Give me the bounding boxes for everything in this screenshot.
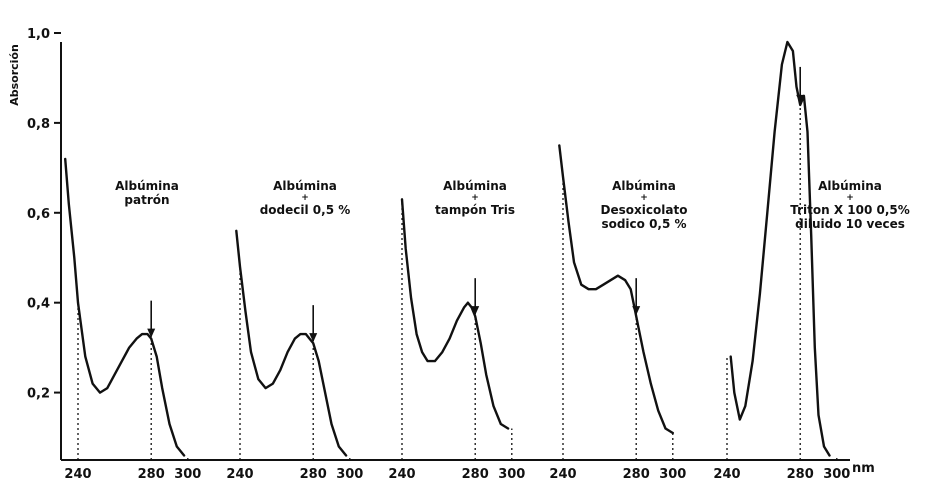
x-tick-label: 240 xyxy=(226,467,253,482)
y-axis-label: Absorción xyxy=(8,44,21,106)
y-tick-label: 1,0 xyxy=(27,27,50,42)
x-tick-label: 240 xyxy=(64,467,91,482)
x-tick-label: 280 xyxy=(300,467,327,482)
x-tick-label: 280 xyxy=(787,467,814,482)
x-tick-label: 280 xyxy=(623,467,650,482)
panel-label-line: sodico 0,5 % xyxy=(601,217,686,231)
panel-label-line: dodecil 0,5 % xyxy=(260,203,351,217)
x-tick-label: 240 xyxy=(388,467,415,482)
panel-2: 240 280 300 Albúmina+dodecil 0,5 % xyxy=(226,179,363,482)
absorption-curve xyxy=(64,157,186,457)
absorption-curve xyxy=(400,198,510,430)
panel-label-line: + xyxy=(301,193,309,203)
panel-5: 240 280 300 Albúmina+Triton X 100 0,5%dilui… xyxy=(713,40,910,482)
panel-label-line: Albúmina xyxy=(273,179,337,193)
panel-3: 240 280 300 Albúmina+tampón Tris xyxy=(388,179,525,482)
panel-label-line: patrón xyxy=(124,193,169,207)
y-tick-label: 0,6 xyxy=(27,207,50,222)
absorption-curve xyxy=(558,144,674,435)
panel-label-line: Triton X 100 0,5% xyxy=(790,203,910,217)
x-tick-label: 280 xyxy=(462,467,489,482)
absorption-curve xyxy=(729,40,831,457)
panel-label-line: diluido 10 veces xyxy=(795,217,905,231)
x-tick-label: 300 xyxy=(498,467,525,482)
y-tick-label: 0,8 xyxy=(27,117,50,132)
panel-label-line: tampón Tris xyxy=(435,203,515,217)
y-tick-label: 0,4 xyxy=(27,297,50,312)
panel-label-line: Albúmina xyxy=(115,179,179,193)
panel-label-line: Albúmina xyxy=(612,179,676,193)
x-unit-label: nm xyxy=(852,461,875,476)
x-tick-label: 300 xyxy=(174,467,201,482)
absorption-curve xyxy=(235,229,348,457)
panel-label-line: + xyxy=(471,193,479,203)
panel-label-line: + xyxy=(640,193,648,203)
x-tick-label: 280 xyxy=(138,467,165,482)
x-tick-label: 300 xyxy=(336,467,363,482)
panel-label-line: Albúmina xyxy=(818,179,882,193)
x-tick-label: 240 xyxy=(549,467,576,482)
y-tick-label: 0,2 xyxy=(27,387,50,402)
panel-label-line: Desoxicolato xyxy=(601,203,688,217)
panel-label-line: Albúmina xyxy=(443,179,507,193)
marker-arrowhead xyxy=(309,333,318,343)
x-tick-label: 240 xyxy=(713,467,740,482)
x-tick-label: 300 xyxy=(823,467,850,482)
x-tick-label: 300 xyxy=(659,467,686,482)
marker-arrowhead xyxy=(147,328,156,338)
panel-label-line: + xyxy=(846,193,854,203)
